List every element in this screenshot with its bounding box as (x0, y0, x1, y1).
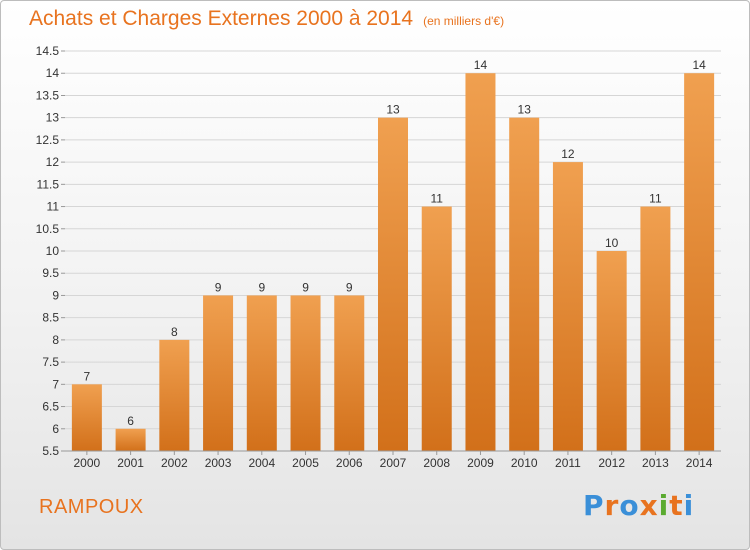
y-tick-label-16: 13.5 (36, 88, 60, 102)
x-tick-label-2008: 2008 (423, 456, 450, 470)
y-tick-label-12: 11.5 (37, 177, 60, 191)
x-tick-label-2001: 2001 (117, 456, 144, 470)
proxiti-logo[interactable]: Proxiti (583, 489, 694, 522)
bar-2014 (684, 73, 715, 451)
bar-value-label-2005: 9 (302, 280, 309, 294)
x-tick-label-2005: 2005 (292, 456, 319, 470)
y-tick-label-2: 6.5 (42, 400, 59, 414)
logo-letter: x (639, 489, 659, 522)
x-tick-label-2004: 2004 (248, 456, 275, 470)
y-tick-label-15: 13 (46, 111, 60, 125)
bar-2006 (334, 295, 365, 451)
logo-letter: P (583, 489, 605, 522)
bar-value-label-2001: 6 (127, 414, 134, 428)
chart-subtitle: (en milliers d'€) (423, 14, 505, 28)
bar-value-label-2013: 11 (649, 192, 662, 206)
y-tick-label-1: 6 (52, 422, 59, 436)
bar-2012 (596, 251, 627, 451)
x-tick-label-2011: 2011 (555, 456, 581, 470)
y-tick-label-13: 12 (46, 155, 60, 169)
bar-2003 (203, 295, 234, 451)
x-tick-label-2007: 2007 (380, 456, 407, 470)
x-tick-label-2014: 2014 (686, 456, 713, 470)
logo-letter: r (604, 489, 620, 522)
bars: 7 6 8 9 9 9 9 13 11 14 13 12 10 11 14 (71, 58, 715, 452)
bar-value-label-2012: 10 (605, 236, 619, 250)
logo-letter: i (683, 489, 695, 522)
chart-title: Achats et Charges Externes 2000 à 2014 (29, 7, 414, 30)
y-tick-label-14: 12.5 (36, 133, 60, 147)
bar-2001 (115, 428, 146, 451)
bar-value-label-2006: 9 (346, 280, 353, 294)
x-tick-label-2009: 2009 (467, 456, 494, 470)
bar-value-label-2002: 8 (171, 325, 178, 339)
bar-2007 (378, 117, 408, 452)
bar-value-label-2007: 13 (386, 103, 400, 117)
y-axis-ticks: 5.5 6 6.5 7 7.5 8 8.5 9 9.5 10 10.5 11 11.5 12 12.5 13 1… (36, 44, 65, 458)
logo-letter: i (658, 489, 670, 522)
x-tick-label-2000: 2000 (74, 456, 101, 470)
chart-title-block: Achats et Charges Externes 2000 à 2014 (e… (29, 7, 504, 31)
x-tick-label-2013: 2013 (642, 456, 669, 470)
bar-value-label-2008: 11 (430, 192, 443, 206)
bar-2008 (421, 206, 452, 451)
bar-2002 (159, 339, 190, 451)
logo-letter: o (619, 489, 640, 522)
bar-2005 (290, 295, 321, 451)
bar-value-label-2010: 13 (518, 103, 532, 117)
y-tick-label-11: 11 (47, 200, 60, 214)
bar-value-label-2014: 14 (692, 58, 706, 72)
x-tick-label-2010: 2010 (511, 456, 538, 470)
x-tick-label-2002: 2002 (161, 456, 188, 470)
y-tick-label-5: 8 (52, 333, 59, 347)
bar-value-label-2000: 7 (84, 369, 91, 383)
bar-2000 (71, 384, 102, 451)
bar-2004 (246, 295, 277, 451)
place-name: RAMPOUX (39, 496, 144, 518)
x-tick-label-2012: 2012 (598, 456, 625, 470)
bar-value-label-2004: 9 (258, 280, 265, 294)
y-tick-label-6: 8.5 (42, 311, 59, 325)
bar-2010 (509, 117, 540, 452)
y-tick-label-10: 10.5 (36, 222, 60, 236)
y-tick-label-3: 7 (52, 377, 59, 391)
bar-2009 (465, 73, 496, 451)
y-tick-label-7: 9 (52, 288, 59, 302)
bar-2011 (552, 162, 583, 451)
bar-2013 (640, 206, 671, 451)
x-tick-label-2003: 2003 (205, 456, 232, 470)
y-tick-label-8: 9.5 (42, 266, 59, 280)
y-tick-label-4: 7.5 (42, 355, 59, 369)
bar-value-label-2009: 14 (474, 58, 488, 72)
x-axis-ticks: 2000 2001 2002 2003 2004 2005 2006 2007 2008 2009… (74, 451, 713, 470)
bar-value-label-2011: 12 (561, 147, 575, 161)
y-tick-label-17: 14 (46, 66, 60, 80)
x-tick-label-2006: 2006 (336, 456, 363, 470)
logo-letter: t (669, 489, 684, 522)
bar-value-label-2003: 9 (215, 280, 222, 294)
y-tick-label-9: 10 (46, 244, 60, 258)
y-tick-label-18: 14.5 (36, 44, 60, 58)
y-tick-label-0: 5.5 (42, 444, 59, 458)
